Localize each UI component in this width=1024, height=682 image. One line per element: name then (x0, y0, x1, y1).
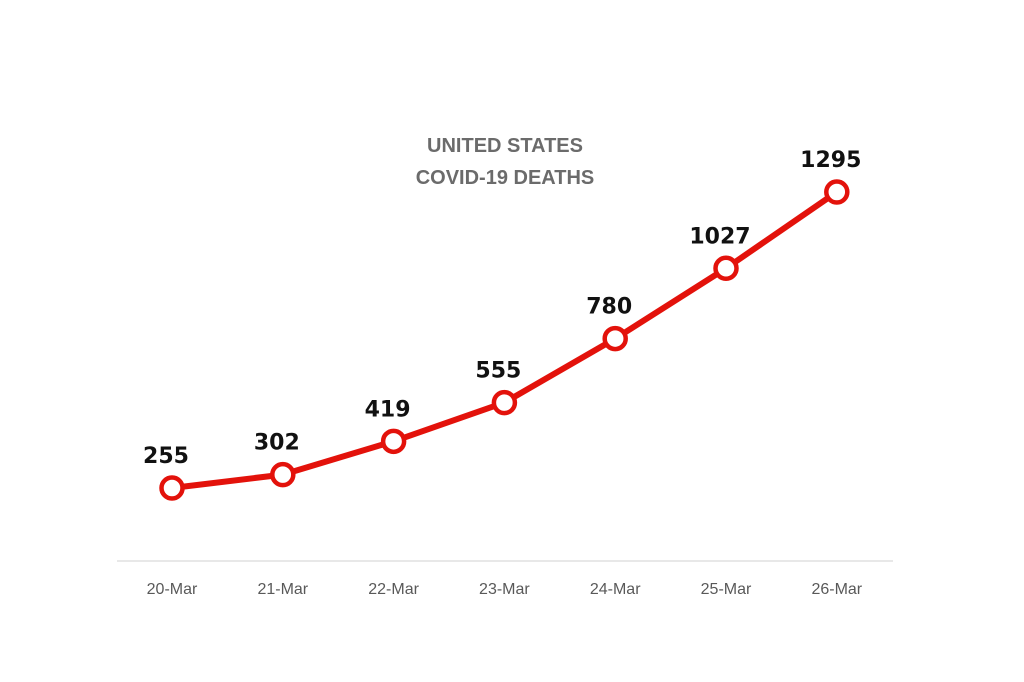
chart-title-line-2: COVID-19 DEATHS (416, 167, 595, 189)
chart-title-line-1: UNITED STATES (427, 135, 583, 157)
data-label: 302 (254, 431, 300, 456)
data-point-marker (713, 255, 739, 282)
data-label: 1027 (689, 224, 750, 249)
series-deaths (159, 179, 850, 501)
data-point-marker (602, 325, 628, 352)
x-tick-label: 24-Mar (590, 581, 641, 598)
data-label: 555 (475, 359, 521, 384)
x-tick-label: 22-Mar (368, 581, 419, 598)
data-point-marker (491, 389, 518, 416)
data-label: 1295 (800, 148, 861, 173)
data-point-marker (270, 461, 296, 488)
x-tick-label: 23-Mar (479, 581, 530, 598)
x-axis-ticks: 20-Mar 21-Mar 22-Mar 23-Mar 24-Mar 25-Mar 26-M… (147, 581, 863, 598)
x-tick-label: 26-Mar (811, 581, 862, 598)
x-tick-label: 20-Mar (147, 581, 198, 598)
data-label: 419 (365, 397, 411, 422)
data-point-marker (824, 179, 850, 205)
data-label: 255 (143, 444, 189, 469)
data-point-marker (380, 428, 407, 455)
data-label: 780 (586, 295, 632, 320)
data-point-marker (159, 475, 185, 501)
data-labels: 255 302 419 555 780 1027 1295 (143, 148, 861, 469)
x-tick-label: 21-Mar (257, 581, 308, 598)
x-tick-label: 25-Mar (701, 581, 752, 598)
